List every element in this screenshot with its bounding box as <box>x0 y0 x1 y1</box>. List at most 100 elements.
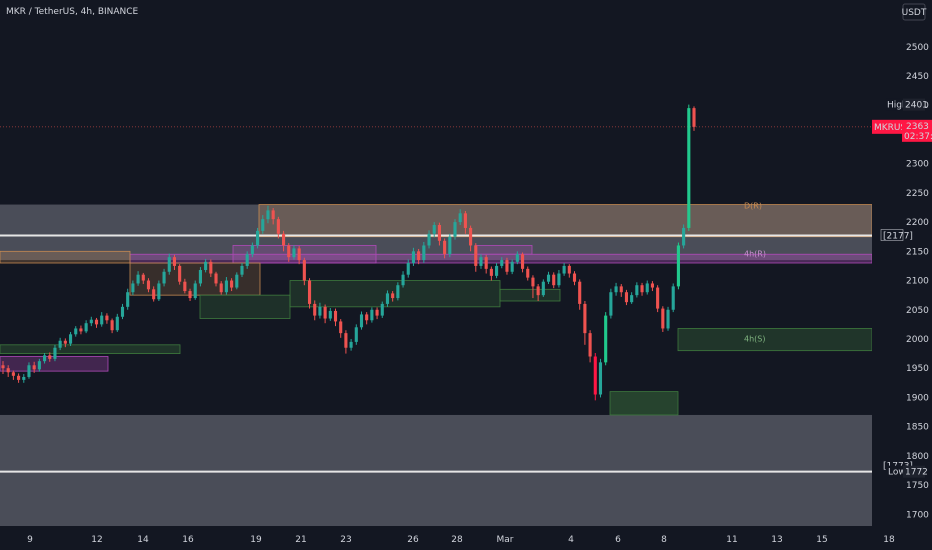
candle-body <box>380 303 384 316</box>
candle-body <box>146 280 151 290</box>
support-zone-b <box>289 280 501 308</box>
candle <box>583 300 587 345</box>
candle-body <box>650 283 654 288</box>
candle <box>297 246 301 265</box>
candle-body <box>313 303 317 316</box>
candle <box>198 267 202 287</box>
candle <box>656 285 660 313</box>
candle <box>515 251 519 265</box>
candle-body <box>604 315 608 363</box>
candle-body <box>479 257 483 266</box>
candle-body <box>391 293 395 299</box>
candle-body <box>266 210 270 220</box>
candle <box>219 281 223 295</box>
candle <box>94 317 99 328</box>
high-tag-label: High <box>887 101 908 111</box>
candle <box>645 280 649 295</box>
candle <box>546 271 551 285</box>
candle-body <box>27 365 31 377</box>
candle-body <box>572 273 577 282</box>
candle-body <box>411 251 416 263</box>
candle <box>588 330 592 363</box>
candle <box>396 282 400 301</box>
price-axis[interactable]: 2500245024002300225022002150210020502000… <box>906 43 929 521</box>
candle <box>484 254 488 274</box>
candle <box>635 282 639 298</box>
candle-body <box>245 254 249 266</box>
currency-button[interactable]: USDT <box>902 3 927 21</box>
candle <box>578 279 582 310</box>
candle <box>32 361 36 373</box>
candle <box>489 266 493 281</box>
candle <box>105 313 109 324</box>
candle-body <box>687 108 691 228</box>
candle-body <box>48 355 52 359</box>
candle <box>510 259 514 275</box>
candle <box>417 248 421 265</box>
candle-body <box>676 245 680 287</box>
time-tick-label: 21 <box>295 535 306 545</box>
candle-body <box>32 365 36 370</box>
candle <box>11 370 15 380</box>
price-tick-label: 2050 <box>906 306 929 316</box>
time-tick-label: 18 <box>883 535 895 545</box>
price-tick-label: 2300 <box>906 160 929 170</box>
current-price-label: 2363 <box>906 122 929 132</box>
candle <box>214 271 218 287</box>
candle-body <box>500 260 504 266</box>
candle <box>666 306 670 331</box>
candle-body <box>172 257 177 266</box>
candle <box>411 247 416 266</box>
low-value-bg <box>903 465 925 478</box>
low-range-zone <box>0 414 872 526</box>
candle <box>292 245 296 260</box>
candle <box>141 272 145 285</box>
candle <box>541 279 545 297</box>
time-axis[interactable]: 9 12 14 16 19 21 23 26 28 Mar 4 6 8 11 13 15 18 <box>27 535 895 545</box>
low-tag-label: Low <box>888 468 906 478</box>
candle-body <box>406 263 410 275</box>
candle-body <box>661 308 665 329</box>
support-zone-e <box>0 344 181 354</box>
candle-body <box>635 285 639 296</box>
candle-body <box>193 283 197 299</box>
candle <box>53 344 57 362</box>
candle <box>63 338 67 348</box>
candle <box>235 272 239 290</box>
candle <box>323 304 327 324</box>
candle-body <box>624 292 629 303</box>
candle-body <box>458 213 462 223</box>
candle <box>43 353 47 364</box>
candle <box>302 257 306 286</box>
candle-body <box>536 286 540 296</box>
candle <box>146 278 151 293</box>
time-tick-label: 26 <box>407 535 419 545</box>
candle-body <box>645 283 649 293</box>
candle <box>209 259 213 278</box>
candle-body <box>396 285 400 299</box>
candle <box>266 205 270 224</box>
candle <box>391 291 395 302</box>
price-tick-label: 2150 <box>906 247 929 257</box>
price-tick-label: 1900 <box>906 393 929 403</box>
candle <box>17 373 21 383</box>
candle <box>479 254 483 269</box>
time-tick-label: 6 <box>615 535 621 545</box>
candle-body <box>224 280 228 293</box>
candle <box>661 306 665 332</box>
candle-body <box>256 230 260 246</box>
candle-body <box>204 261 208 271</box>
candle-body <box>448 236 452 255</box>
candle <box>495 263 499 279</box>
candle-body <box>469 227 473 246</box>
candle-body <box>58 340 62 348</box>
candle-body <box>526 268 530 278</box>
candle <box>271 208 275 225</box>
candle <box>458 209 462 226</box>
candle <box>422 241 426 263</box>
candle <box>687 104 691 231</box>
candle <box>463 210 467 234</box>
candle-body <box>593 356 597 395</box>
candle <box>287 243 291 262</box>
